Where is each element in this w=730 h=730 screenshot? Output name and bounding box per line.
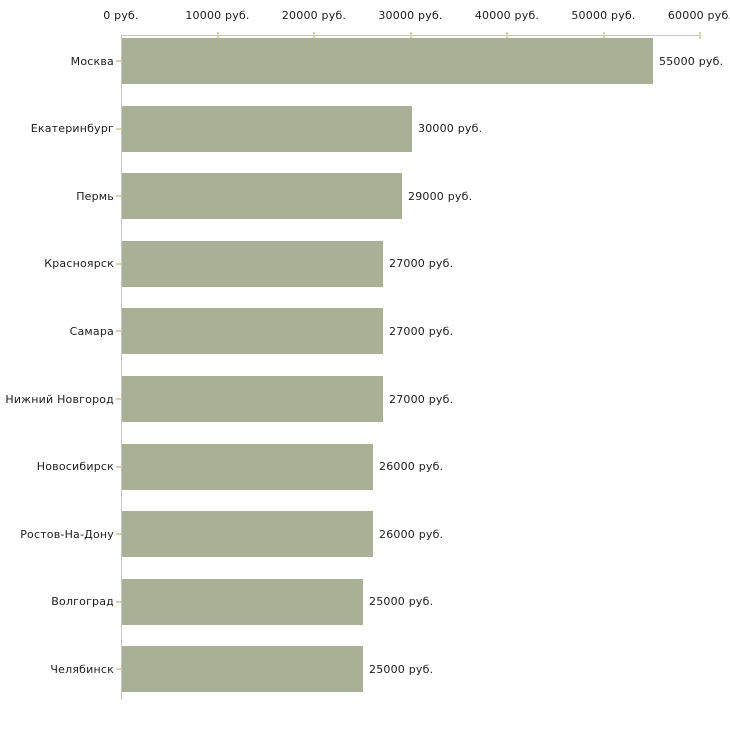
bar xyxy=(122,308,383,355)
category-tick-mark xyxy=(116,262,121,265)
bar-value-label: 25000 руб. xyxy=(369,662,434,676)
category-tick-mark xyxy=(116,330,121,333)
category-tick-mark xyxy=(116,127,121,130)
bar-value-label: 27000 руб. xyxy=(389,392,454,406)
category-label: Новосибирск xyxy=(36,460,114,474)
x-axis-tick-label: 60000 руб. xyxy=(667,9,730,22)
category-tick-mark xyxy=(116,600,121,603)
bar-value-label: 55000 руб. xyxy=(659,54,724,68)
category-tick-mark xyxy=(116,533,121,536)
x-axis-tick-mark xyxy=(409,32,412,39)
bar xyxy=(122,646,363,693)
bar xyxy=(122,376,383,422)
category-tick-mark xyxy=(116,195,121,198)
category-label: Нижний Новгород xyxy=(5,392,114,406)
category-tick-mark xyxy=(116,398,121,400)
bar xyxy=(122,578,363,625)
x-axis-tick-mark xyxy=(506,32,508,39)
bar xyxy=(122,105,412,152)
bar-value-label: 30000 руб. xyxy=(418,122,483,136)
bar-value-label: 27000 руб. xyxy=(389,257,454,271)
category-label: Волгоград xyxy=(51,595,114,609)
category-tick-mark xyxy=(116,465,121,468)
x-axis-tick-mark xyxy=(216,32,219,39)
category-tick-mark xyxy=(116,60,121,62)
bar-value-label: 26000 руб. xyxy=(379,527,444,541)
x-axis-tick-mark xyxy=(699,32,701,39)
category-label: Москва xyxy=(70,54,114,68)
x-axis-tick-label: 10000 руб. xyxy=(185,9,250,22)
category-label: Самара xyxy=(69,324,114,338)
bar xyxy=(122,443,373,490)
bar-value-label: 26000 руб. xyxy=(379,460,444,474)
x-axis-tick-label: 30000 руб. xyxy=(378,9,443,22)
category-label: Красноярск xyxy=(44,257,114,271)
x-axis-tick-mark xyxy=(313,32,315,39)
bar-value-label: 25000 руб. xyxy=(369,595,434,609)
x-axis-tick-label: 20000 руб. xyxy=(281,9,347,22)
x-axis-tick-label: 40000 руб. xyxy=(474,9,540,22)
category-label: Ростов-На-Дону xyxy=(20,527,114,541)
x-axis-tick-label: 0 руб. xyxy=(103,9,139,22)
category-tick-mark xyxy=(116,668,121,671)
category-label: Челябинск xyxy=(50,662,114,676)
category-label: Екатеринбург xyxy=(30,122,114,136)
bar xyxy=(122,511,373,558)
bar-value-label: 29000 руб. xyxy=(408,189,473,203)
y-axis-line xyxy=(121,35,122,700)
bar xyxy=(122,240,383,287)
x-axis-tick-mark xyxy=(602,32,605,39)
bar xyxy=(122,38,653,84)
bar xyxy=(122,173,402,220)
category-label: Пермь xyxy=(76,189,114,203)
bar-value-label: 27000 руб. xyxy=(389,324,454,338)
x-axis-tick-label: 50000 руб. xyxy=(571,9,636,22)
